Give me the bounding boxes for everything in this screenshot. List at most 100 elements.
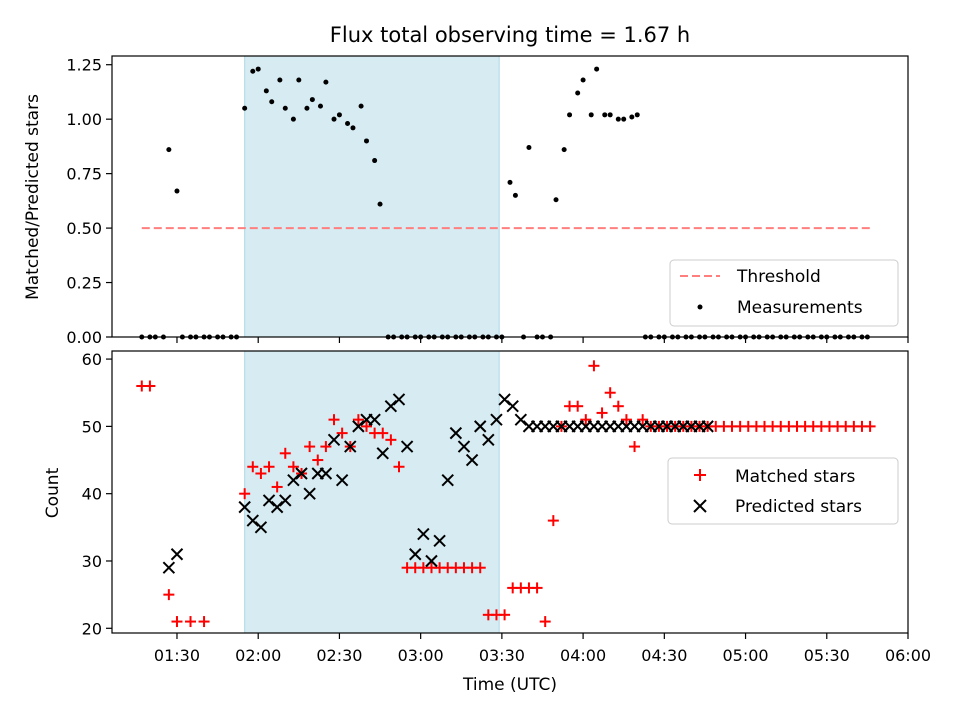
measurement-points <box>139 66 870 340</box>
top-y-axis-label: Matched/Predicted stars <box>23 94 43 300</box>
measurement-point <box>526 144 532 150</box>
predicted-star-point <box>474 420 487 433</box>
measurement-point <box>575 90 581 96</box>
matched-star-point <box>185 616 197 628</box>
matched-star-point <box>271 481 283 493</box>
matched-star-point <box>637 414 649 426</box>
matched-star-point <box>255 467 267 479</box>
measurement-point <box>323 79 329 85</box>
predicted-star-point <box>392 393 406 406</box>
matched-star-point <box>287 461 299 473</box>
bottom-x-tick-label: 05:30 <box>804 646 850 665</box>
matched-stars-points <box>136 360 876 628</box>
top-y-ticks: 0.00 0.25 0.50 0.75 1.00 1.25 <box>66 56 112 347</box>
bottom-x-tick-label: 04:30 <box>641 646 687 665</box>
predicted-star-point <box>162 561 176 574</box>
matched-star-point <box>361 420 373 432</box>
matched-star-point <box>612 400 624 412</box>
bottom-x-tick-label: 03:00 <box>398 646 444 665</box>
measurement-point <box>634 112 640 118</box>
bottom-y-axis-label: Count <box>43 467 63 518</box>
matched-star-point <box>864 420 876 432</box>
predicted-star-point <box>441 474 454 487</box>
measurement-point <box>290 116 296 122</box>
x-axis-label: Time (UTC) <box>462 675 557 695</box>
bottom-y-tick-label: 50 <box>82 417 102 436</box>
bottom-x-tick-label: 06:00 <box>885 646 931 665</box>
matched-star-point <box>531 582 543 594</box>
matched-star-point <box>198 616 210 628</box>
bottom-plot-frame <box>111 350 909 634</box>
predicted-star-point <box>465 453 479 467</box>
top-y-tick-label: 0.25 <box>66 274 102 293</box>
matched-star-point <box>620 414 632 426</box>
measurement-point <box>250 68 256 74</box>
predicted-star-point <box>238 500 251 514</box>
legend-threshold-label: Threshold <box>736 267 821 287</box>
predicted-star-point <box>376 447 389 460</box>
measurement-point <box>317 103 323 109</box>
matched-star-point <box>572 400 584 412</box>
bottom-x-tick-label: 02:00 <box>235 646 281 665</box>
measurement-point <box>377 201 383 207</box>
legend-measurements-swatch <box>697 304 703 310</box>
matched-star-point <box>304 441 316 453</box>
matched-star-point <box>171 616 183 628</box>
predicted-star-point <box>490 413 503 426</box>
predicted-star-point <box>344 440 357 453</box>
matched-star-point <box>279 447 291 459</box>
measurement-point <box>358 103 364 109</box>
measurement-point <box>561 147 567 153</box>
measurement-point <box>304 105 310 111</box>
legend-predicted-swatch <box>693 499 707 513</box>
measurement-point <box>350 125 356 131</box>
predicted-star-point <box>368 413 381 426</box>
bottom-y-tick-label: 40 <box>82 485 102 504</box>
measurement-point <box>269 99 275 105</box>
matched-star-point <box>499 609 511 621</box>
bottom-y-ticks: 20 30 40 50 60 <box>82 350 112 638</box>
top-legend-box <box>669 259 899 327</box>
measurement-point <box>607 112 613 118</box>
matched-star-point <box>263 461 275 473</box>
top-y-tick-label: 0.50 <box>66 219 102 238</box>
predicted-star-point <box>295 467 308 480</box>
predicted-star-point <box>409 548 422 561</box>
measurement-point <box>512 192 518 198</box>
bottom-legend: Matched stars Predicted stars <box>667 457 899 525</box>
legend-predicted-label: Predicted stars <box>735 497 862 517</box>
top-y-tick-label: 0.00 <box>66 328 102 347</box>
bottom-x-tick-label: 02:30 <box>316 646 362 665</box>
top-y-tick-label: 1.00 <box>66 110 102 129</box>
matched-star-point <box>328 414 340 426</box>
matched-star-point <box>474 562 486 574</box>
matched-star-point <box>547 515 559 527</box>
predicted-star-point <box>417 527 430 541</box>
top-panel: 0.00 0.25 0.50 0.75 1.00 1.25 Matched/Predict… <box>23 55 909 347</box>
measurement-point <box>242 105 248 111</box>
measurement-point <box>594 66 600 72</box>
matched-star-point <box>596 407 608 419</box>
matched-star-point <box>163 589 175 601</box>
matched-star-point <box>393 461 405 473</box>
legend-matched-label: Matched stars <box>735 467 855 487</box>
bottom-shaded-span <box>244 350 500 634</box>
predicted-star-point <box>400 440 414 453</box>
legend-matched-swatch <box>694 469 706 481</box>
measurement-point <box>588 112 594 118</box>
measurement-point <box>277 77 283 83</box>
measurement-point <box>372 158 378 164</box>
matched-star-point <box>247 461 259 473</box>
measurement-point <box>309 97 315 103</box>
predicted-star-point <box>279 494 292 507</box>
measurement-point <box>567 112 573 118</box>
measurement-point <box>166 147 172 153</box>
measurement-point <box>336 112 342 118</box>
bottom-x-tick-label: 01:30 <box>154 646 200 665</box>
measurement-point <box>296 77 302 83</box>
measurement-point <box>602 112 608 118</box>
bottom-x-ticks: 01:30 02:00 02:30 03:00 03:30 04:00 04:30 05:00… <box>154 633 931 665</box>
predicted-star-point <box>254 521 268 534</box>
measurement-point <box>507 179 513 185</box>
